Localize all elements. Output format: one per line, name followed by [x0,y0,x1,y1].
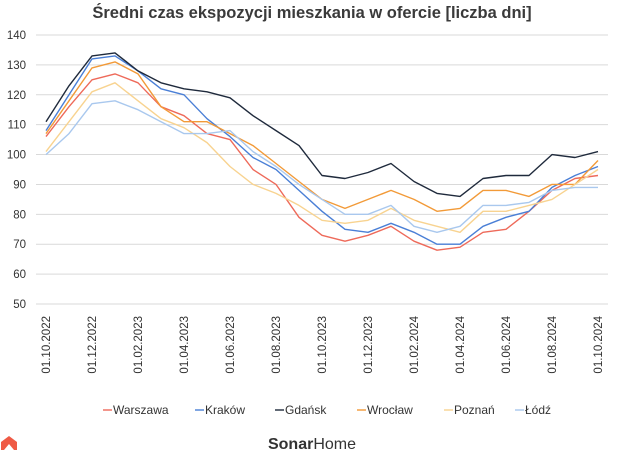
y-axis-ticks: 50 60 70 80 90 100 110 120 130 140 [7,30,26,311]
legend-label: Kraków [205,403,245,417]
legend-label: Łódź [525,403,551,417]
y-tick-label: 130 [7,60,26,72]
y-tick-label: 80 [13,209,26,221]
x-tick-label: 01.06.2024 [501,315,513,373]
y-tick-label: 140 [7,30,26,42]
x-tick-label: 01.04.2023 [179,316,191,374]
chart-title: Średni czas ekspozycji mieszkania w ofer… [92,4,532,22]
x-tick-label: 01.10.2023 [317,316,329,374]
brand-name-light: Home [313,436,357,453]
x-tick-label: 01.12.2023 [363,316,375,374]
x-axis-ticks: 01.10.2022 01.12.2022 01.02.2023 01.04.2023… [41,315,605,373]
series-line-4 [45,82,599,234]
x-tick-label: 01.08.2024 [547,315,559,373]
series-line-3 [45,61,599,213]
legend-label: Wrocław [367,403,413,417]
y-tick-label: 110 [8,120,26,132]
series-lines [45,52,599,251]
y-tick-label: 50 [13,299,26,311]
x-tick-label: 01.10.2024 [593,315,605,373]
series-line-5 [45,100,598,234]
brand-name-bold: Sonar [267,436,314,453]
legend: Warszawa Kraków Gdańsk Wrocław Poznań Łódź [103,403,551,417]
y-tick-label: 90 [13,179,26,191]
y-tick-label: 120 [7,90,26,102]
x-tick-label: 01.10.2022 [41,316,53,374]
y-tick-label: 60 [13,269,26,281]
series-line-1 [45,55,599,245]
x-tick-label: 01.04.2024 [455,315,467,373]
x-tick-label: 01.06.2023 [225,316,237,374]
series-line-2 [45,52,599,198]
series-line-0 [45,73,599,251]
y-tick-label: 70 [13,239,26,251]
brand-logo: SonarHome [0,436,624,454]
y-tick-label: 100 [7,150,26,162]
x-tick-label: 01.02.2023 [133,316,145,374]
x-tick-label: 01.12.2022 [87,316,99,374]
legend-label: Gdańsk [285,403,327,417]
house-logo-icon [1,436,17,450]
legend-label: Poznań [454,403,495,417]
legend-label: Warszawa [113,403,169,417]
x-tick-label: 01.08.2023 [271,316,283,374]
gridlines [36,34,608,305]
x-tick-label: 01.02.2024 [409,315,421,373]
